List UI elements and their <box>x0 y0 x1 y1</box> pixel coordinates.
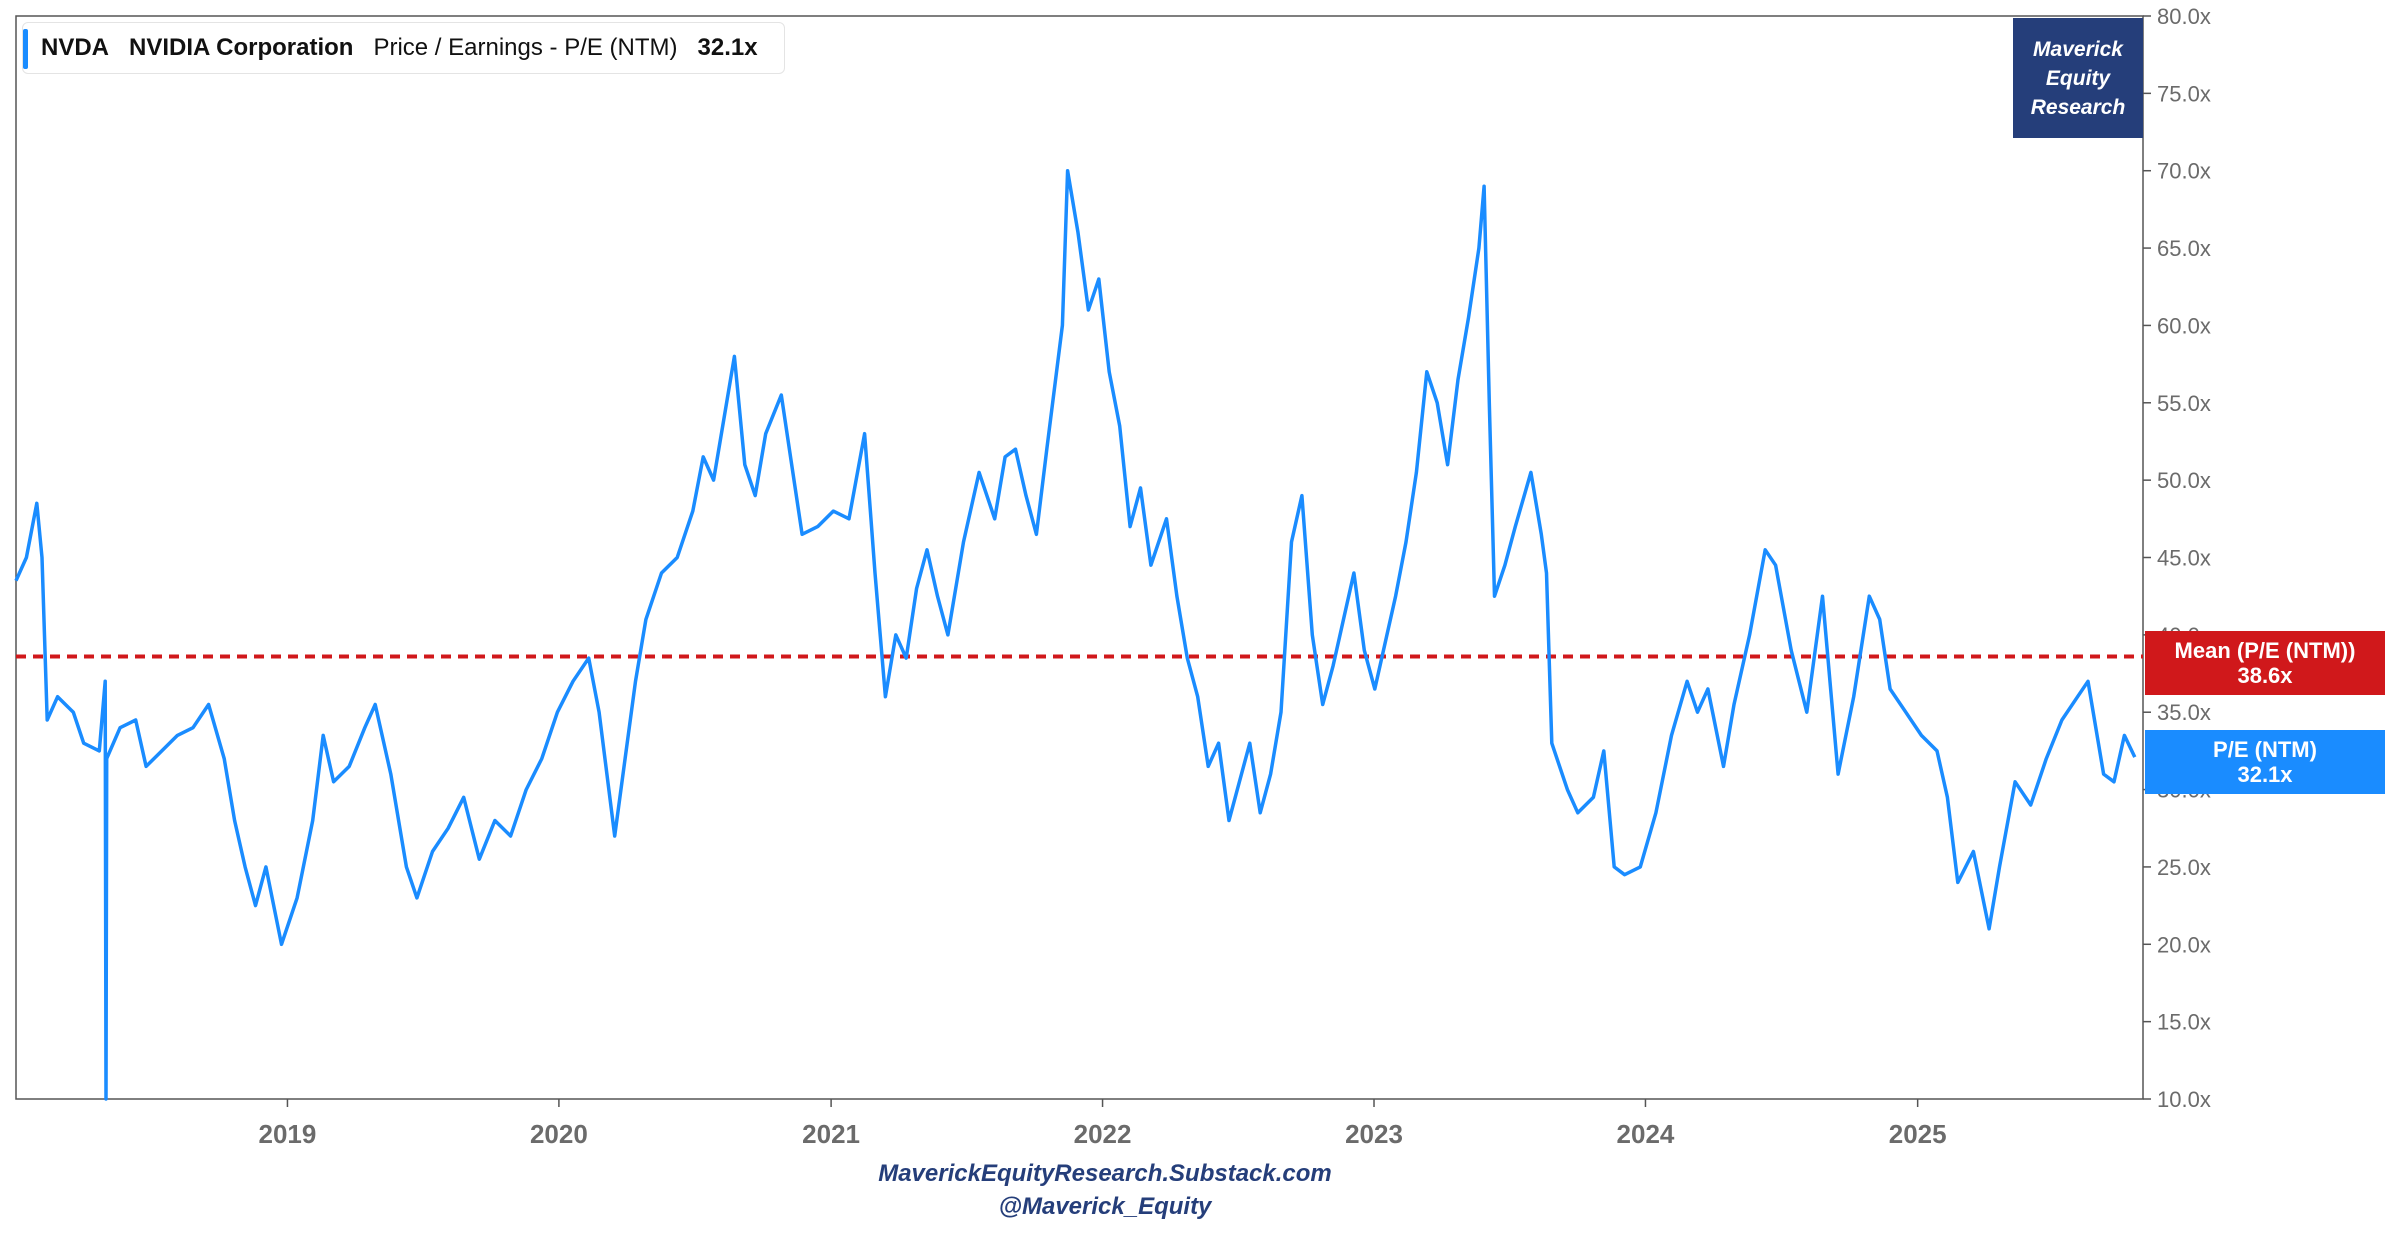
legend-color-swatch <box>23 29 28 69</box>
y-axis: 10.0x15.0x20.0x25.0x30.0x35.0x40.0x45.0x… <box>2143 4 2211 1112</box>
x-tick-label: 2024 <box>1617 1119 1675 1149</box>
y-tick-label: 70.0x <box>2157 159 2211 184</box>
y-tick-label: 65.0x <box>2157 236 2211 261</box>
x-tick-label: 2023 <box>1345 1119 1403 1149</box>
footer-twitter-handle[interactable]: @Maverick_Equity <box>998 1193 1212 1220</box>
y-tick-label: 60.0x <box>2157 313 2211 338</box>
legend-metric: Price / Earnings - P/E (NTM) <box>373 34 678 61</box>
x-tick-label: 2021 <box>802 1119 860 1149</box>
y-tick-label: 45.0x <box>2157 546 2211 571</box>
x-tick-label: 2025 <box>1889 1119 1947 1149</box>
current-pe-tag: P/E (NTM) 32.1x <box>2145 730 2385 794</box>
x-tick-label: 2019 <box>259 1119 317 1149</box>
pe-series-line <box>14 168 2137 1101</box>
y-tick-label: 55.0x <box>2157 391 2211 416</box>
y-tick-label: 50.0x <box>2157 468 2211 493</box>
pe-tag-label: P/E (NTM) <box>2213 737 2317 762</box>
y-tick-label: 25.0x <box>2157 855 2211 880</box>
brand-logo: Maverick Equity Research <box>2013 18 2143 138</box>
mean-tag-label: Mean (P/E (NTM)) <box>2174 638 2356 663</box>
legend: NVDA NVIDIA Corporation Price / Earnings… <box>22 22 785 74</box>
mean-value-tag: Mean (P/E (NTM)) 38.6x <box>2145 631 2385 695</box>
brand-line: Equity <box>2045 66 2111 90</box>
x-tick-label: 2020 <box>530 1119 588 1149</box>
y-tick-label: 75.0x <box>2157 81 2211 106</box>
plot-frame <box>15 15 2144 1100</box>
legend-company: NVIDIA Corporation <box>129 34 354 61</box>
plot-border <box>15 15 2144 1100</box>
x-tick-label: 2022 <box>1074 1119 1132 1149</box>
brand-line: Research <box>2030 95 2126 119</box>
x-axis: 2019 2020 2021 2022 2023 2024 2025 <box>259 1099 1947 1149</box>
legend-ticker: NVDA <box>41 34 110 61</box>
y-tick-label: 35.0x <box>2157 700 2211 725</box>
pe-tag-value: 32.1x <box>2237 762 2293 787</box>
brand-line: Maverick <box>2033 37 2123 61</box>
y-tick-label: 15.0x <box>2157 1010 2211 1035</box>
y-tick-label: 20.0x <box>2157 932 2211 957</box>
footer-substack-link[interactable]: MaverickEquityResearch.Substack.com <box>878 1160 1332 1187</box>
legend-value: 32.1x <box>697 34 758 61</box>
mean-tag-value: 38.6x <box>2237 663 2293 688</box>
y-tick-label: 80.0x <box>2157 4 2211 29</box>
y-tick-label: 10.0x <box>2157 1087 2211 1112</box>
